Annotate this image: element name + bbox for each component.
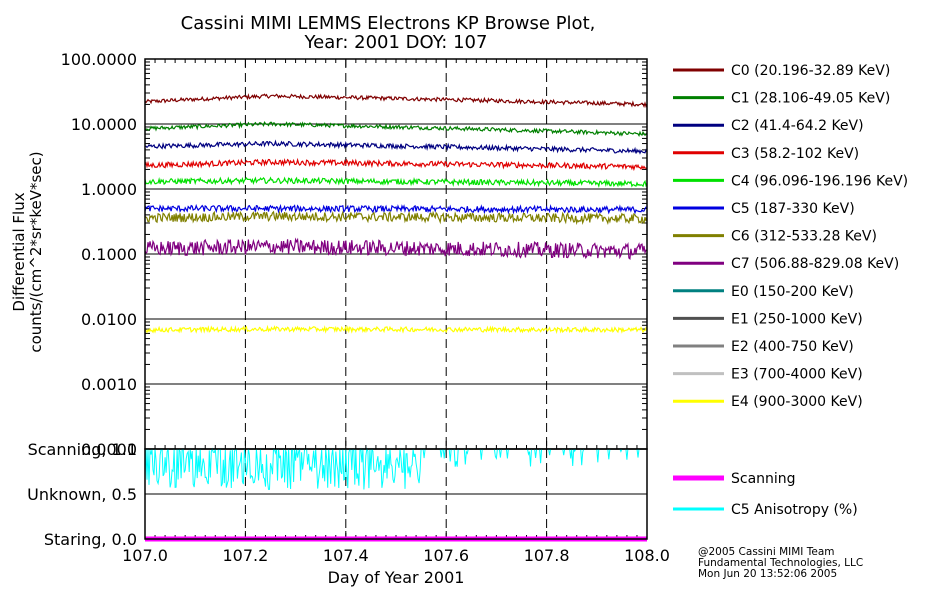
y-tick-label: 10.0000 [71,115,137,134]
legend-label: Scanning [731,471,796,487]
legend: C0 (20.196-32.89 KeV) C1 (28.106-49.05 Ke… [673,63,908,518]
y-tick-label: 0.1000 [81,245,137,264]
x-tick-label: 107.8 [524,546,570,565]
x-tick-labels: 107.0 107.2 107.4 107.6 107.8 108.0 [122,546,670,565]
legend-label: E2 (400-750 KeV) [731,339,854,355]
legend-label: C4 (96.096-196.196 KeV) [731,173,908,189]
x-tick-label: 107.2 [222,546,268,565]
footer-company: Fundamental Technologies, LLC [698,557,863,569]
legend-label: C3 (58.2-102 KeV) [731,146,859,162]
flux-series-line [144,120,648,137]
flux-series-line [144,93,648,109]
legend-label: E3 (700-4000 KeV) [731,367,863,383]
flux-series-line [144,237,648,260]
flux-series-line [144,203,648,215]
x-axis-label: Day of Year 2001 [328,568,465,587]
chart-title-line1: Cassini MIMI LEMMS Electrons KP Browse P… [181,13,596,34]
legend-label: E0 (150-200 KeV) [731,284,854,300]
legend-label: C2 (41.4-64.2 KeV) [731,118,864,134]
legend-label: C0 (20.196-32.89 KeV) [731,63,890,79]
status-y-tick-labels: Scanning, 1.0 Unknown, 0.5 Staring, 0.0 [27,440,137,549]
y-tick-label: 0.0010 [81,375,137,394]
y-tick-label: 1.0000 [81,180,137,199]
footer-copyright: @2005 Cassini MIMI Team [698,546,835,558]
flux-series-line [144,139,648,155]
flux-series-line [144,324,648,334]
legend-label: C5 (187-330 KeV) [731,201,855,217]
status-panel-frame [144,448,648,540]
status-y-tick-label: Unknown, 0.5 [27,485,137,504]
anisotropy-series-line [144,447,647,490]
legend-label: E4 (900-3000 KeV) [731,394,863,410]
legend-label: C1 (28.106-49.05 KeV) [731,91,890,107]
status-y-tick-label: Staring, 0.0 [44,530,137,549]
x-tick-label: 107.0 [122,546,168,565]
legend-label: C6 (312-533.28 KeV) [731,229,877,245]
chart-title-line2: Year: 2001 DOY: 107 [304,32,488,53]
legend-label: C7 (506.88-829.08 KeV) [731,256,899,272]
flux-series-line [144,157,648,172]
flux-panel-series [144,93,648,334]
status-y-tick-label: Scanning, 1.0 [28,440,137,459]
flux-y-tick-labels: 100.0000 10.0000 1.0000 0.1000 0.0100 0.0010 0… [61,50,137,459]
x-tick-label: 107.4 [323,546,369,565]
x-tick-label: 108.0 [624,546,670,565]
y-axis-label-line1: Differential Flux [10,192,28,311]
y-tick-label: 0.0001 [81,440,137,459]
flux-series-line [144,210,648,226]
flux-series-line [144,176,648,189]
y-tick-label: 0.0100 [81,310,137,329]
x-tick-label: 107.6 [423,546,469,565]
y-tick-label: 100.0000 [61,50,137,69]
flux-panel-grid [144,59,648,449]
legend-label: C5 Anisotropy (%) [731,502,858,518]
legend-label: E1 (250-1000 KeV) [731,311,863,327]
y-axis-label-line2: counts/(cm^2*sr*keV*sec) [27,151,45,352]
footer-timestamp: Mon Jun 20 13:52:06 2005 [698,568,837,580]
